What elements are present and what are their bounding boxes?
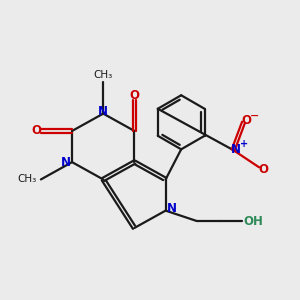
Text: O: O — [32, 124, 42, 137]
Text: N: N — [167, 202, 177, 215]
Text: −: − — [250, 111, 259, 121]
Text: N: N — [231, 143, 241, 157]
Text: N: N — [61, 156, 71, 169]
Text: CH₃: CH₃ — [17, 174, 37, 184]
Text: OH: OH — [244, 214, 263, 227]
Text: +: + — [240, 139, 248, 149]
Text: O: O — [241, 114, 251, 127]
Text: N: N — [98, 105, 108, 119]
Text: O: O — [129, 89, 140, 102]
Text: CH₃: CH₃ — [94, 70, 113, 80]
Text: O: O — [258, 163, 268, 176]
